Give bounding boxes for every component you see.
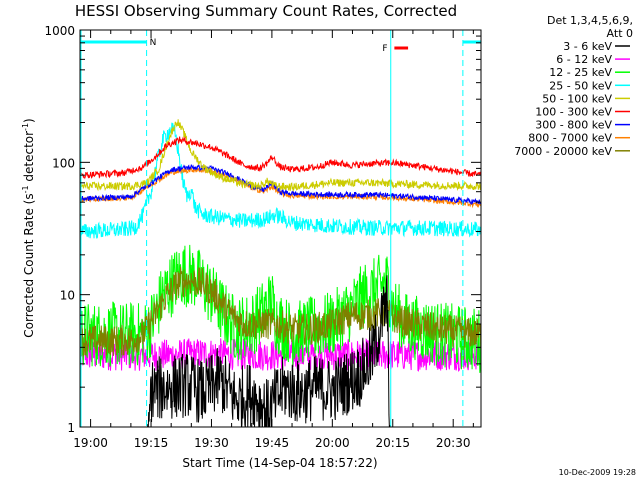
series-line-3	[80, 122, 481, 239]
legend-entry-label: 100 - 300 keV	[535, 106, 612, 119]
plot-timestamp: 10-Dec-2009 19:28	[559, 468, 636, 477]
series-line-5	[80, 136, 481, 180]
annotation-layer: NF	[80, 30, 481, 427]
legend-entry-label: 300 - 800 keV	[535, 119, 612, 132]
x-tick-label: 19:00	[73, 436, 108, 450]
y-axis: 1 10 100 1000	[44, 24, 481, 435]
legend-entry-label: 800 - 7000 keV	[528, 132, 612, 145]
legend-entry-label: 50 - 100 keV	[542, 92, 612, 105]
y-tick-label: 1	[67, 421, 75, 435]
y-tick-label: 10	[60, 289, 75, 303]
legend-entry-label: 6 - 12 keV	[556, 53, 612, 66]
x-tick-label: 20:30	[436, 436, 471, 450]
legend-entry-label: 25 - 50 keV	[549, 79, 612, 92]
x-axis: 19:00 19:15 19:30 19:45 20:00 20:15 20:30	[73, 30, 474, 450]
plot-frame	[79, 29, 482, 428]
chart-title: HESSI Observing Summary Count Rates, Cor…	[75, 2, 457, 20]
legend-header-line-2: Att 0	[607, 27, 633, 40]
flare-label: F	[382, 44, 387, 54]
x-tick-label: 19:30	[194, 436, 229, 450]
night-label: N	[150, 38, 157, 48]
legend-header-line-1: Det 1,3,4,5,6,9,	[547, 14, 633, 27]
y-tick-label: 1000	[44, 24, 75, 38]
x-tick-label: 19:45	[255, 436, 290, 450]
x-tick-label: 19:15	[134, 436, 169, 450]
legend-entry-label: 12 - 25 keV	[549, 66, 612, 79]
series-layer	[80, 119, 481, 427]
x-axis-label: Start Time (14-Sep-04 18:57:22)	[182, 456, 377, 470]
x-tick-label: 20:15	[375, 436, 410, 450]
y-axis-label: Corrected Count Rate (s-1 detector-1)	[21, 118, 36, 337]
x-tick-label: 20:00	[315, 436, 350, 450]
legend-entry-label: 3 - 6 keV	[563, 40, 612, 53]
series-line-4	[80, 119, 481, 192]
series-line-0	[147, 275, 391, 427]
y-tick-label: 100	[52, 156, 75, 170]
legend-entry-label: 7000 - 20000 keV	[514, 145, 612, 158]
